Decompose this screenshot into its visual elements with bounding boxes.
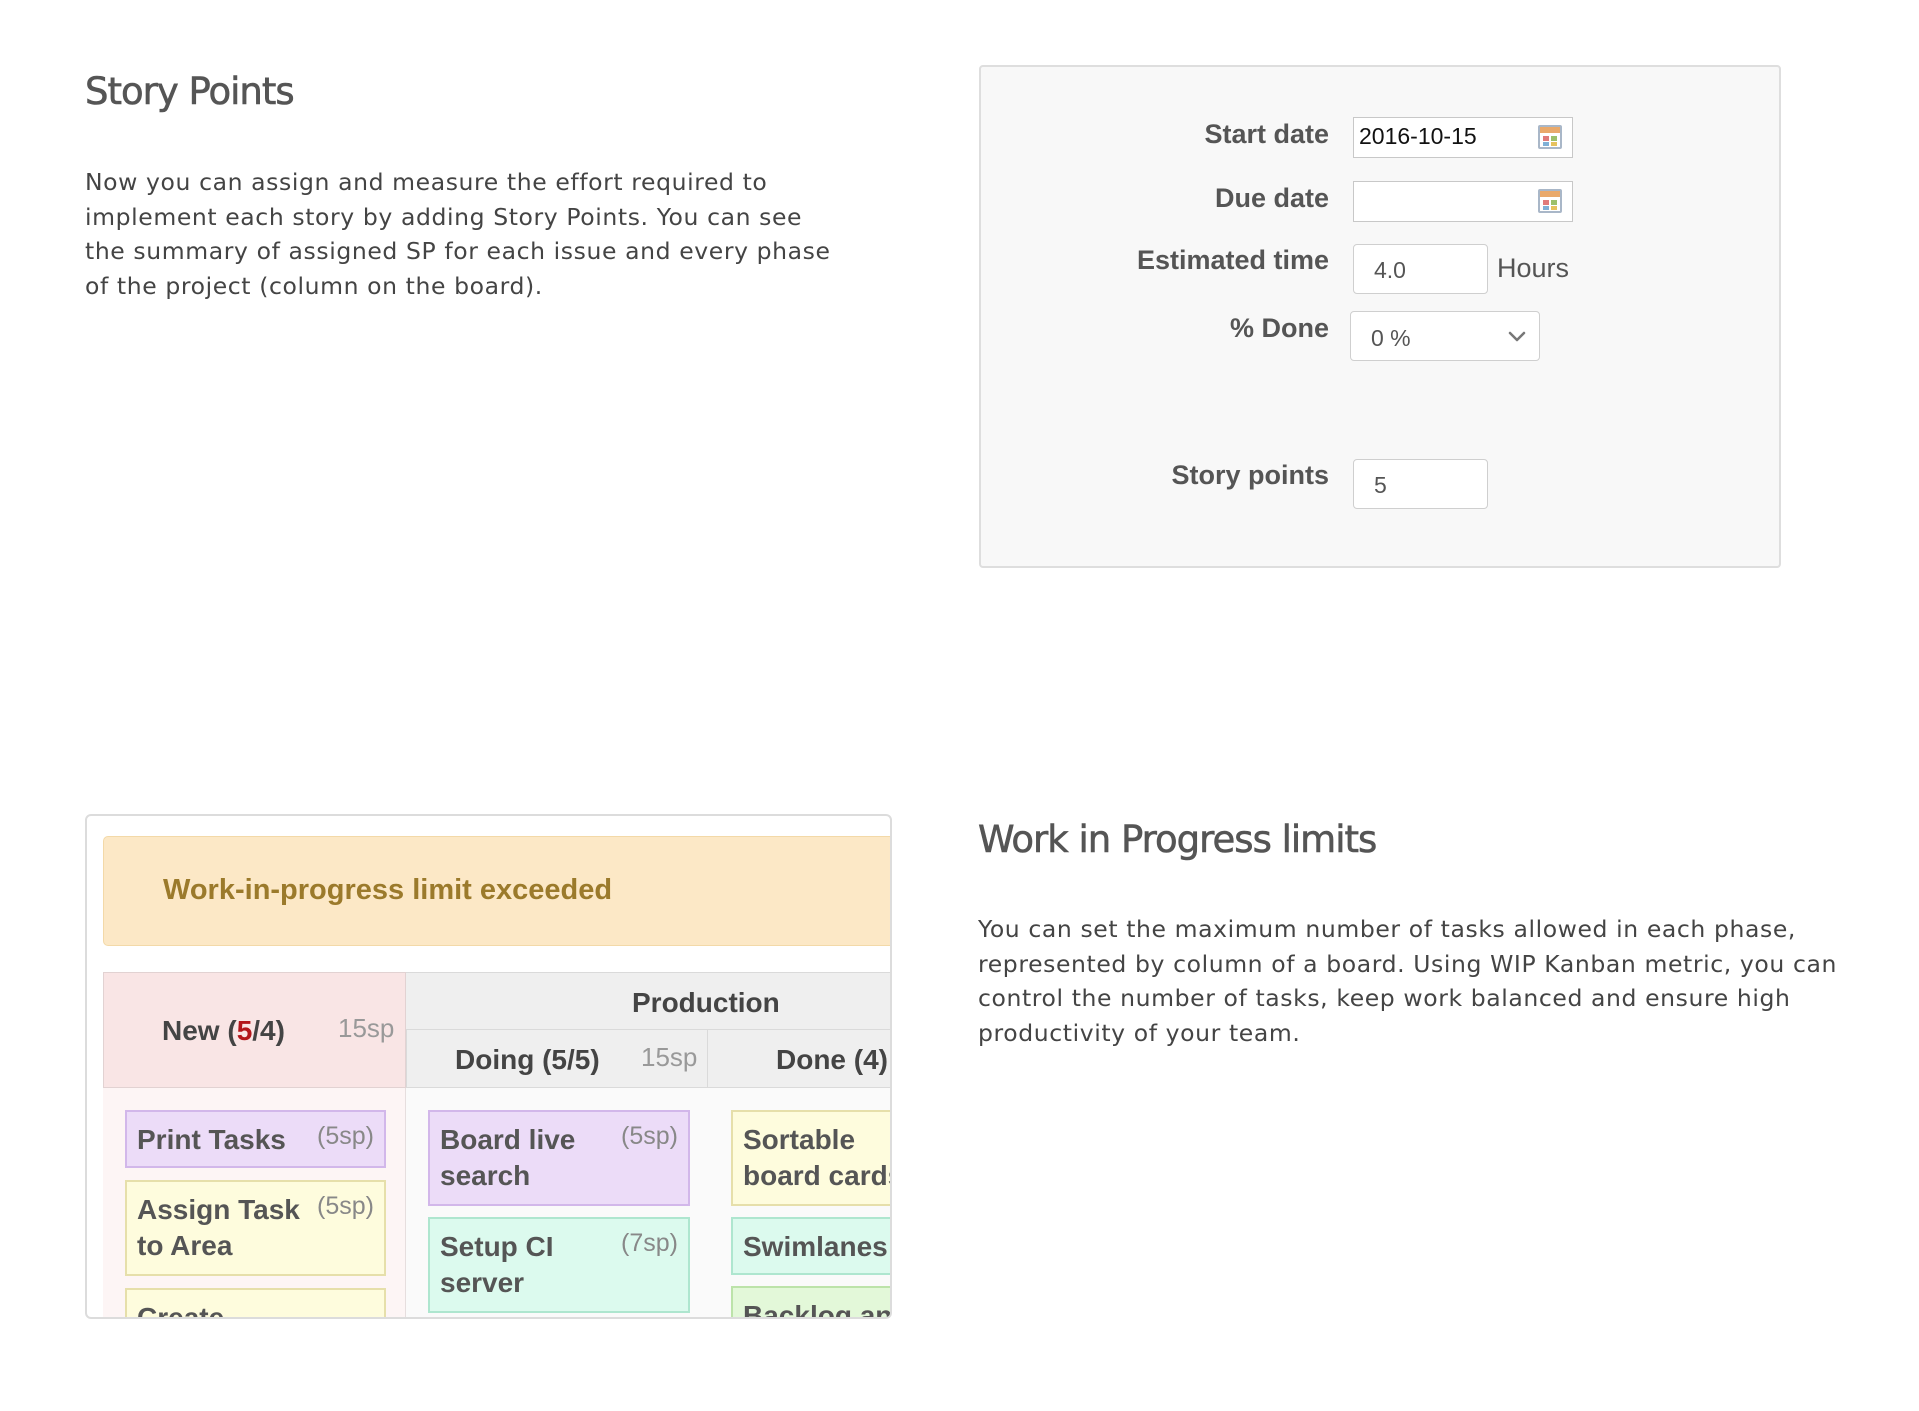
- percent-done-label: % Done: [1229, 313, 1329, 343]
- kanban-board-screenshot: Work-in-progress limit exceeded New (5/4…: [85, 814, 892, 1319]
- card-title: Sortable board cards: [743, 1124, 892, 1191]
- hours-unit-label: Hours: [1497, 253, 1570, 283]
- due-date-label: Due date: [1214, 183, 1329, 213]
- card-board-live-search[interactable]: Board live search (5sp): [428, 1110, 690, 1206]
- wip-limit-alert: Work-in-progress limit exceeded: [103, 836, 890, 946]
- production-title: Production: [632, 987, 780, 1018]
- start-date-label: Start date: [1204, 119, 1329, 149]
- calendar-icon[interactable]: [1538, 189, 1562, 213]
- story-points-input[interactable]: 5: [1353, 459, 1488, 509]
- wip-title: Work in Progress limits: [978, 818, 1378, 862]
- wip-count-exceeded: 5: [236, 1015, 253, 1046]
- estimated-time-label: Estimated time: [1136, 245, 1329, 275]
- wip-limit-alert-text: Work-in-progress limit exceeded: [163, 874, 613, 906]
- card-story-points: (5sp): [317, 1192, 374, 1220]
- column-header-doing[interactable]: Doing (5/5) 15sp: [406, 1030, 708, 1088]
- card-title: Board live search: [440, 1124, 576, 1191]
- card-title: Assign Task to Area: [137, 1194, 300, 1261]
- card-title: Backlog and: [743, 1300, 892, 1319]
- card-title: Create: [137, 1302, 225, 1319]
- column-title-doing: Doing (5/5): [455, 1044, 600, 1075]
- column-header-done[interactable]: Done (4): [708, 1030, 890, 1088]
- card-setup-ci-server[interactable]: Setup CI server (7sp): [428, 1217, 690, 1313]
- column-header-new[interactable]: New (5/4) 15sp: [103, 972, 406, 1088]
- column-sp-doing: 15sp: [641, 1042, 698, 1072]
- card-assign-task[interactable]: Assign Task to Area (5sp): [125, 1180, 386, 1276]
- card-story-points: (7sp): [621, 1229, 678, 1257]
- kanban-board: New (5/4) 15sp Production Doing (5/5) 15…: [103, 972, 892, 1319]
- wip-description: You can set the maximum number of tasks …: [978, 915, 1837, 1047]
- start-date-value: 2016-10-15: [1359, 123, 1477, 149]
- issue-form-panel: Start date 2016-10-15 Due date Estimated…: [979, 65, 1781, 568]
- estimated-time-input[interactable]: 4.0: [1353, 244, 1488, 294]
- card-swimlanes[interactable]: Swimlanes: [731, 1217, 890, 1275]
- calendar-icon[interactable]: [1538, 125, 1562, 149]
- story-points-label: Story points: [1171, 460, 1329, 490]
- due-date-field[interactable]: [1353, 181, 1573, 222]
- percent-done-select[interactable]: 0 %: [1350, 311, 1540, 361]
- card-backlog[interactable]: Backlog and: [731, 1286, 892, 1319]
- story-points-description: Now you can assign and measure the effor…: [85, 168, 831, 300]
- card-title: Setup CI server: [440, 1231, 554, 1298]
- story-points-title: Story Points: [85, 70, 295, 114]
- start-date-field[interactable]: 2016-10-15: [1353, 117, 1573, 158]
- chevron-down-icon: [1508, 331, 1526, 342]
- column-title-new: New (5/4): [162, 1015, 285, 1046]
- card-title: Print Tasks: [137, 1124, 286, 1155]
- card-create[interactable]: Create: [125, 1288, 386, 1319]
- card-print-tasks[interactable]: Print Tasks (5sp): [125, 1110, 386, 1168]
- column-title-done: Done (4): [776, 1044, 888, 1075]
- card-sortable-board-cards[interactable]: Sortable board cards: [731, 1110, 892, 1206]
- column-sp-new: 15sp: [338, 1013, 395, 1043]
- percent-done-value: 0 %: [1371, 325, 1411, 351]
- card-title: Swimlanes: [743, 1231, 888, 1262]
- column-group-production: Production: [406, 972, 890, 1030]
- card-story-points: (5sp): [317, 1122, 374, 1150]
- card-story-points: (5sp): [621, 1122, 678, 1150]
